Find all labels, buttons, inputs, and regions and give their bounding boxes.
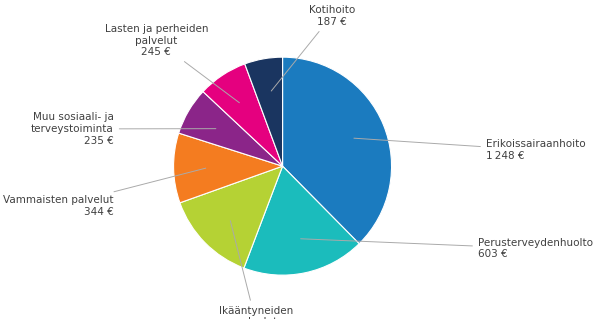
Wedge shape	[203, 64, 283, 166]
Text: Vammaisten palvelut
344 €: Vammaisten palvelut 344 €	[3, 168, 206, 217]
Text: Lasten ja perheiden
palvelut
245 €: Lasten ja perheiden palvelut 245 €	[105, 24, 240, 103]
Text: Muu sosiaali- ja
terveystoiminta
235 €: Muu sosiaali- ja terveystoiminta 235 €	[31, 112, 216, 145]
Wedge shape	[244, 166, 359, 275]
Wedge shape	[178, 92, 283, 166]
Text: Kotihoito
187 €: Kotihoito 187 €	[271, 5, 355, 91]
Text: Erikoissairaanhoito
1 248 €: Erikoissairaanhoito 1 248 €	[354, 138, 586, 161]
Wedge shape	[245, 57, 283, 166]
Wedge shape	[180, 166, 283, 268]
Text: Ikääntyneiden
palvelut
457 €: Ikääntyneiden palvelut 457 €	[219, 221, 293, 319]
Text: Perusterveydenhuolto
603 €: Perusterveydenhuolto 603 €	[301, 238, 593, 259]
Wedge shape	[283, 57, 391, 244]
Wedge shape	[174, 133, 283, 203]
